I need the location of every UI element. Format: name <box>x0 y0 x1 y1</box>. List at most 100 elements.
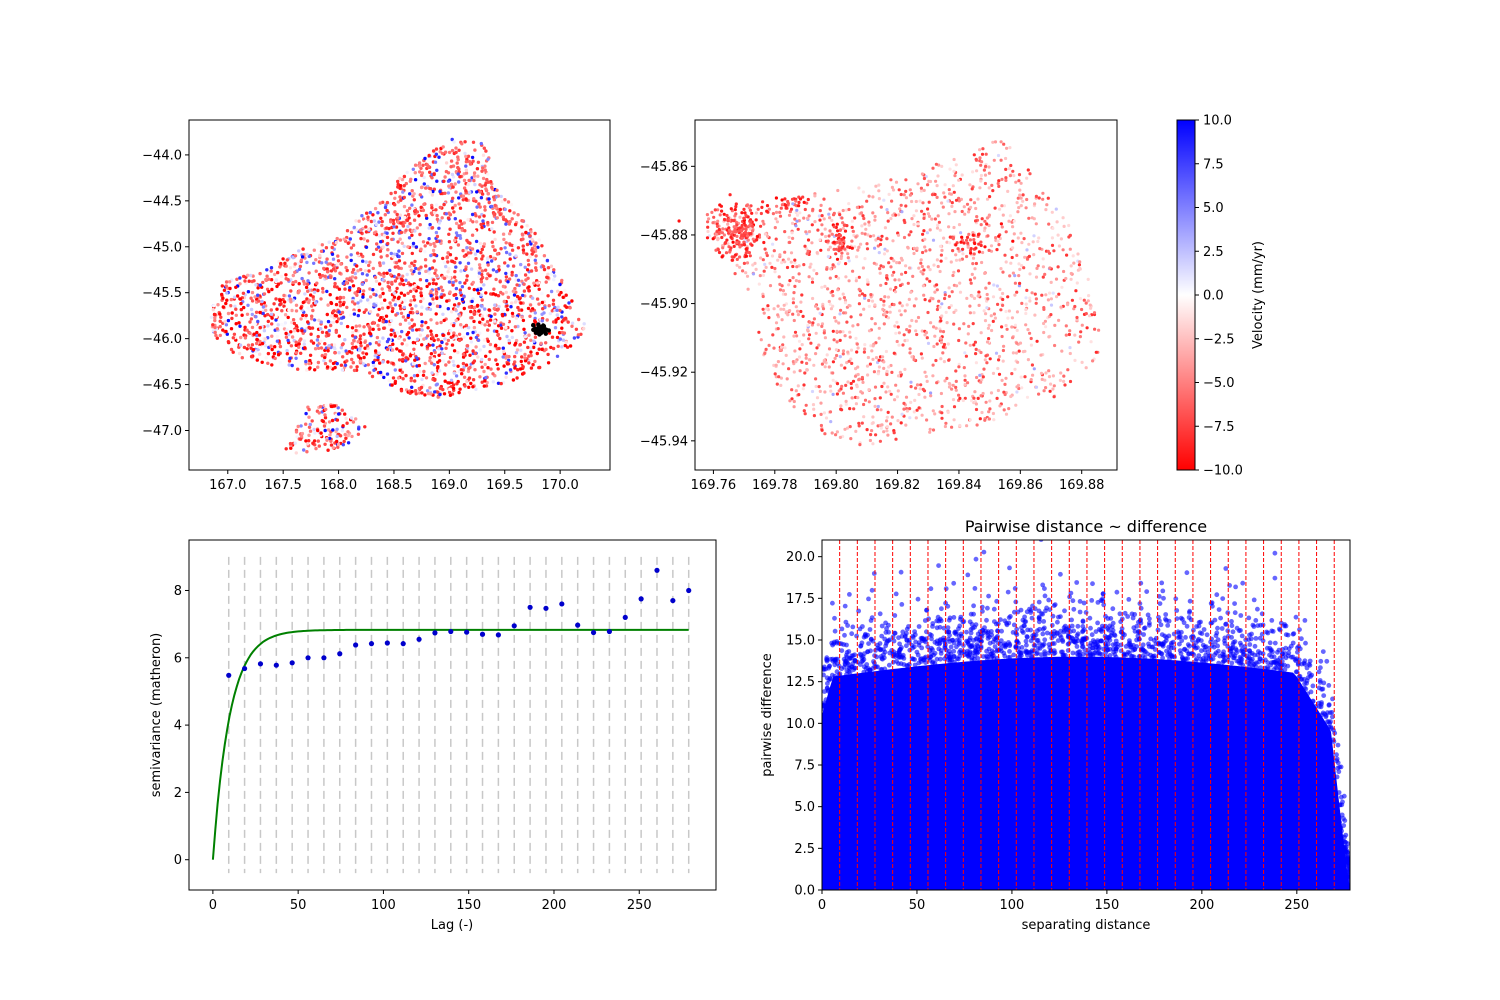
velocity-point <box>779 206 783 210</box>
velocity-point <box>516 213 520 217</box>
velocity-point <box>787 213 792 217</box>
velocity-point <box>467 286 471 290</box>
velocity-point <box>862 402 866 407</box>
velocity-point <box>561 338 566 342</box>
velocity-point <box>874 356 879 360</box>
velocity-point <box>519 308 524 312</box>
velocity-point <box>1009 394 1013 399</box>
velocity-point <box>963 212 967 216</box>
velocity-point <box>372 219 377 223</box>
velocity-point <box>780 318 784 322</box>
velocity-point <box>549 264 554 268</box>
velocity-point <box>1012 219 1016 223</box>
velocity-point <box>435 168 439 172</box>
semivariance-point <box>321 655 327 661</box>
velocity-point <box>931 363 935 367</box>
velocity-point <box>566 320 570 324</box>
velocity-point <box>867 220 871 224</box>
velocity-point <box>415 337 420 341</box>
velocity-point <box>562 331 567 335</box>
velocity-point <box>838 355 842 359</box>
velocity-point <box>462 254 467 258</box>
x-tick-label: 167.5 <box>265 478 302 493</box>
velocity-point <box>893 398 897 402</box>
velocity-point <box>450 343 455 347</box>
velocity-point <box>530 296 535 300</box>
velocity-point <box>1061 248 1065 252</box>
velocity-map-full-frame <box>188 119 611 471</box>
velocity-point <box>364 352 369 356</box>
velocity-point <box>488 350 492 354</box>
velocity-point <box>985 361 989 365</box>
velocity-point <box>443 227 448 231</box>
velocity-point <box>715 224 720 228</box>
velocity-point <box>406 291 410 295</box>
velocity-point <box>718 213 722 217</box>
velocity-point <box>500 312 505 317</box>
velocity-point <box>414 266 418 271</box>
velocity-point <box>251 348 256 352</box>
velocity-point <box>360 282 365 286</box>
velocity-point <box>837 321 841 325</box>
velocity-point <box>471 330 475 335</box>
velocity-point <box>503 198 507 202</box>
velocity-point <box>366 215 370 219</box>
velocity-point <box>806 328 810 332</box>
velocity-point <box>486 220 490 225</box>
velocity-point <box>1015 341 1019 345</box>
velocity-point <box>971 170 975 174</box>
velocity-point <box>215 336 219 340</box>
velocity-point <box>1082 298 1086 302</box>
velocity-point <box>950 204 954 208</box>
velocity-point <box>828 384 833 388</box>
velocity-point <box>324 407 328 412</box>
velocity-point <box>974 402 979 406</box>
velocity-point <box>979 380 983 384</box>
velocity-point <box>414 392 418 396</box>
velocity-point <box>443 350 448 354</box>
velocity-point <box>857 287 861 291</box>
velocity-point <box>791 202 795 206</box>
velocity-point <box>458 291 463 295</box>
velocity-point <box>827 347 832 351</box>
x-tick-label: 169.0 <box>431 478 468 493</box>
velocity-point <box>312 439 317 443</box>
highlight-point <box>536 323 541 329</box>
velocity-point <box>282 300 287 304</box>
velocity-point <box>848 407 852 411</box>
velocity-point <box>802 409 806 413</box>
velocity-point <box>351 268 356 272</box>
velocity-point <box>308 366 312 370</box>
velocity-point <box>274 314 278 319</box>
velocity-point <box>507 338 511 343</box>
velocity-point <box>254 310 259 314</box>
velocity-point <box>316 428 320 433</box>
velocity-point <box>510 217 514 221</box>
velocity-point <box>440 216 444 220</box>
velocity-point <box>945 240 949 244</box>
velocity-point <box>760 205 764 209</box>
velocity-point <box>939 253 944 257</box>
velocity-point <box>483 362 487 367</box>
velocity-point <box>484 187 488 191</box>
velocity-point <box>921 232 925 236</box>
velocity-point <box>374 222 379 227</box>
velocity-point <box>404 359 408 363</box>
velocity-point <box>362 325 366 329</box>
velocity-point <box>995 396 999 400</box>
velocity-point <box>818 389 822 393</box>
velocity-point <box>280 309 284 313</box>
velocity-point <box>298 437 303 441</box>
velocity-point <box>884 349 889 354</box>
velocity-point <box>943 183 947 187</box>
velocity-point <box>846 252 850 256</box>
velocity-point <box>954 198 959 202</box>
velocity-point <box>401 190 405 194</box>
velocity-point <box>473 229 477 233</box>
velocity-point <box>452 210 456 214</box>
velocity-point <box>513 300 518 304</box>
velocity-point <box>903 309 907 313</box>
velocity-point <box>733 228 737 232</box>
velocity-point <box>954 163 958 167</box>
velocity-point <box>914 199 918 204</box>
